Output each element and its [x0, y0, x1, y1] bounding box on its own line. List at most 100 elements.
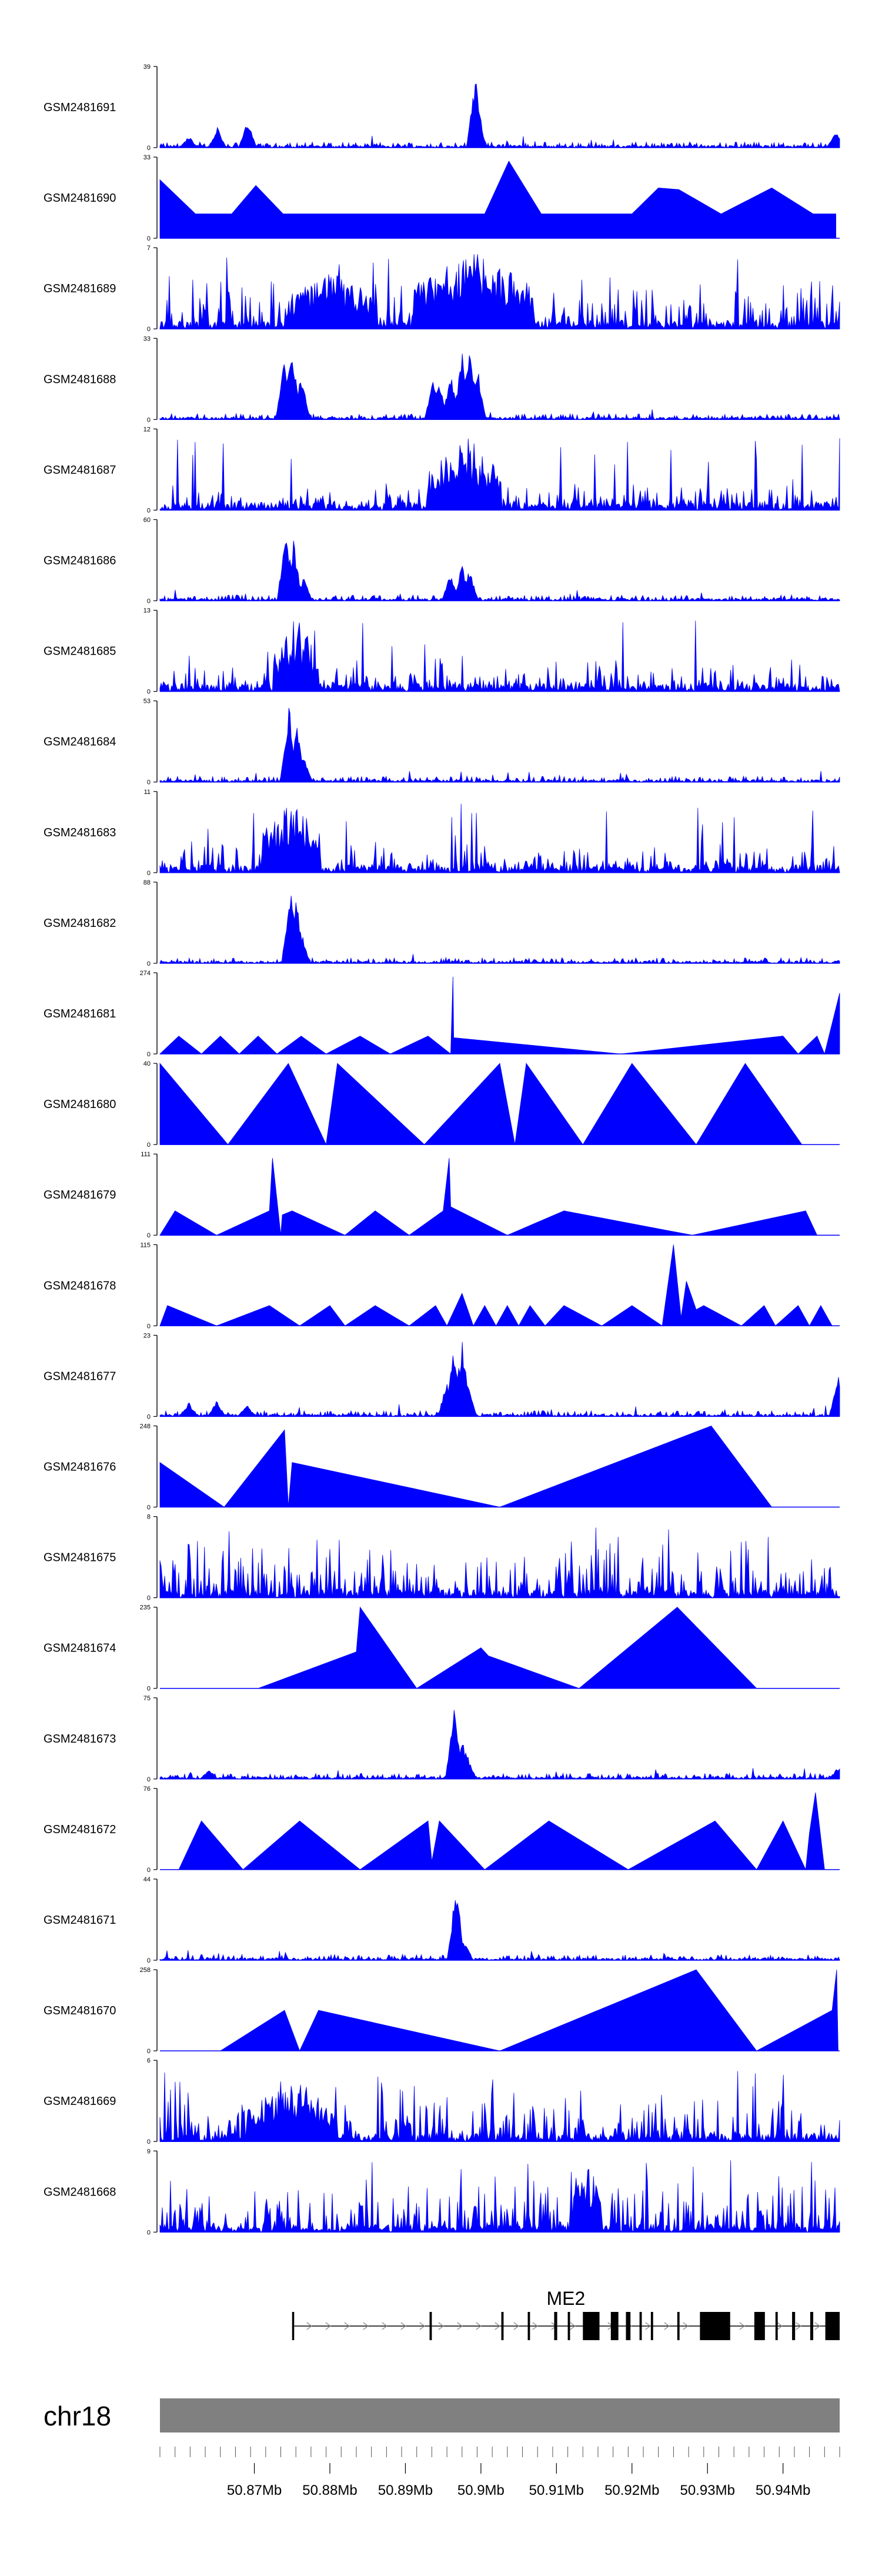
gene-exon [626, 2312, 631, 2340]
strand-arrow-icon [814, 2322, 820, 2330]
y-max-label: 111 [141, 1151, 151, 1158]
strand-arrow-icon [457, 2322, 463, 2330]
track-GSM2481683: GSM2481683 11 0 [44, 789, 840, 877]
signal-area [159, 2160, 840, 2233]
track-GSM2481671: GSM2481671 44 0 [44, 1876, 840, 1964]
track-GSM2481673: GSM2481673 75 0 [44, 1695, 840, 1783]
y-min-label: 0 [147, 2048, 151, 2055]
track-GSM2481672: GSM2481672 76 0 [44, 1786, 840, 1874]
signal-area [159, 1527, 840, 1599]
signal-area [159, 1710, 840, 1780]
signal-area [159, 1062, 803, 1146]
track-GSM2481676: GSM2481676 248 0 [44, 1423, 840, 1511]
gene-exon [650, 2312, 653, 2340]
track-label: GSM2481671 [44, 1914, 116, 1927]
track-label: GSM2481682 [44, 917, 116, 930]
signal-area [159, 1158, 818, 1236]
y-min-label: 0 [147, 326, 151, 333]
gene-exon [639, 2312, 642, 2340]
chromosome-ideogram-track: chr18 [44, 2398, 840, 2432]
y-max-label: 235 [140, 1604, 151, 1611]
gene-exon [775, 2312, 778, 2340]
strand-arrow-icon [645, 2322, 651, 2330]
y-max-label: 8 [147, 1514, 151, 1521]
track-label: GSM2481691 [44, 101, 116, 114]
y-max-label: 53 [143, 698, 151, 705]
x-tick-label: 50.9Mb [457, 2482, 505, 2498]
gene-exon [792, 2312, 796, 2340]
y-max-label: 12 [143, 426, 151, 433]
signal-area [258, 1606, 757, 1689]
strand-arrow-icon [438, 2322, 444, 2330]
y-max-label: 7 [147, 245, 151, 252]
signal-area [159, 708, 840, 783]
y-max-label: 6 [147, 2057, 151, 2064]
y-max-label: 44 [143, 1876, 151, 1883]
track-GSM2481669: GSM2481669 6 0 [44, 2057, 840, 2145]
x-tick-label: 50.93Mb [680, 2482, 735, 2498]
track-GSM2481690: GSM2481690 33 0 [44, 154, 840, 242]
strand-arrow-icon [739, 2322, 745, 2330]
y-min-label: 0 [147, 1413, 151, 1420]
strand-arrow-icon [570, 2322, 576, 2330]
track-GSM2481691: GSM2481691 39 0 [44, 64, 840, 152]
chromosome-label: chr18 [44, 2401, 111, 2431]
strand-arrow-icon [513, 2322, 519, 2330]
track-GSM2481682: GSM2481682 88 0 [44, 879, 840, 967]
chromosome-band [160, 2398, 840, 2432]
y-min-label: 0 [147, 1232, 151, 1239]
y-min-label: 0 [147, 1051, 151, 1058]
y-max-label: 13 [143, 608, 151, 615]
y-min-label: 0 [147, 1504, 151, 1511]
strand-arrow-icon [664, 2322, 670, 2330]
strand-arrow-icon [419, 2322, 425, 2330]
signal-area [159, 1342, 840, 1417]
track-GSM2481686: GSM2481686 60 0 [44, 517, 840, 605]
track-label: GSM2481672 [44, 1823, 116, 1836]
x-tick-label: 50.91Mb [529, 2482, 584, 2498]
y-min-label: 0 [147, 598, 151, 605]
track-label: GSM2481669 [44, 2095, 116, 2108]
y-min-label: 0 [147, 1957, 151, 1964]
y-min-label: 0 [147, 1867, 151, 1874]
strand-arrow-icon [683, 2322, 689, 2330]
y-min-label: 0 [147, 1776, 151, 1783]
y-max-label: 60 [143, 517, 151, 524]
y-max-label: 40 [143, 1060, 151, 1067]
y-max-label: 88 [143, 879, 151, 886]
y-max-label: 11 [144, 789, 151, 796]
gene-exon [583, 2312, 600, 2340]
gene-exon [429, 2312, 432, 2340]
gene-track: ME2 [292, 2288, 840, 2340]
signal-area [159, 1900, 840, 1961]
x-tick-label: 50.87Mb [227, 2482, 282, 2498]
gene-name-label: ME2 [547, 2288, 586, 2309]
gene-exon [677, 2312, 680, 2340]
gene-exon [825, 2312, 840, 2340]
track-label: GSM2481681 [44, 1007, 116, 1020]
y-max-label: 23 [143, 1332, 151, 1339]
track-label: GSM2481687 [44, 463, 116, 476]
gene-exon [554, 2312, 557, 2340]
y-max-label: 248 [140, 1423, 151, 1430]
gene-exon [501, 2312, 504, 2340]
track-GSM2481681: GSM2481681 274 0 [44, 970, 840, 1058]
x-tick-label: 50.92Mb [604, 2482, 659, 2498]
track-GSM2481677: GSM2481677 23 0 [44, 1332, 840, 1420]
x-tick-label: 50.88Mb [302, 2482, 357, 2498]
signal-area [159, 438, 840, 511]
gene-exon [610, 2312, 619, 2340]
y-min-label: 0 [147, 416, 151, 423]
signal-area [159, 353, 840, 421]
y-max-label: 39 [143, 64, 151, 71]
strand-arrow-icon [777, 2322, 783, 2330]
track-GSM2481670: GSM2481670 258 0 [44, 1967, 840, 2055]
track-label: GSM2481689 [44, 282, 116, 295]
y-max-label: 33 [143, 335, 151, 342]
track-GSM2481687: GSM2481687 12 0 [44, 426, 840, 514]
signal-area [159, 254, 840, 330]
strand-arrow-icon [495, 2322, 500, 2330]
strand-arrow-icon [382, 2322, 387, 2330]
y-max-label: 9 [147, 2148, 151, 2155]
